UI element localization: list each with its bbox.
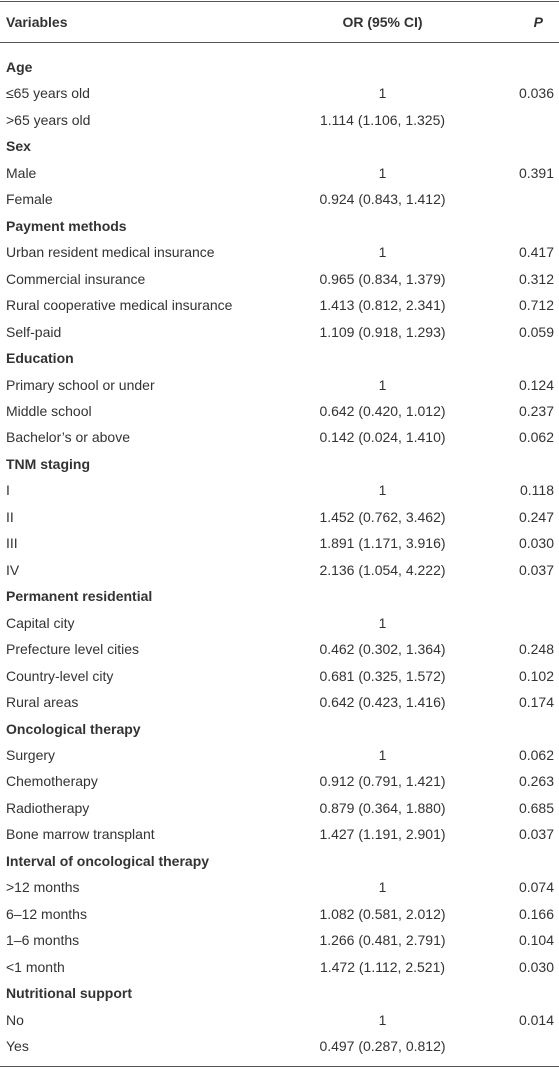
odds-ratio: 0.462 (0.302, 1.364): [319, 641, 446, 658]
odds-ratio: 0.642 (0.423, 1.416): [319, 694, 446, 711]
variable: 6–12 months: [6, 905, 87, 922]
odds-ratio: 1.452 (0.762, 3.462): [319, 508, 446, 525]
group-label: Education: [6, 350, 74, 367]
variable: Radiotherapy: [6, 799, 90, 816]
odds-ratio: 0.924 (0.843, 1.412): [319, 191, 446, 208]
group-label: Sex: [6, 138, 31, 155]
p-value: 0.030: [518, 958, 554, 975]
header-rule: [0, 42, 559, 43]
group-label: Oncological therapy: [6, 720, 141, 737]
variable: Male: [6, 164, 37, 181]
odds-ratio: 1: [378, 746, 387, 763]
p-value: 0.248: [518, 641, 554, 658]
group-label: Payment methods: [6, 217, 127, 234]
variable: Self-paid: [6, 323, 62, 340]
p-value: 0.118: [520, 482, 554, 499]
variable: Capital city: [6, 614, 75, 631]
variable: Rural areas: [6, 694, 79, 711]
variable: Surgery: [6, 746, 56, 763]
p-value: 0.030: [518, 535, 554, 552]
p-value: 0.174: [518, 694, 554, 711]
variable: Rural cooperative medical insurance: [6, 297, 233, 314]
p-value: 0.417: [518, 244, 554, 261]
variable: <1 month: [6, 958, 65, 975]
odds-ratio: 1.413 (0.812, 2.341): [319, 297, 446, 314]
odds-ratio: 1.266 (0.481, 2.791): [319, 932, 446, 949]
variable: No: [6, 1011, 24, 1028]
p-value: 0.102: [518, 667, 554, 684]
p-value: 0.037: [518, 826, 554, 843]
variable: >65 years old: [6, 111, 91, 128]
odds-ratio: 2.136 (1.054, 4.222): [319, 561, 446, 578]
variable: Yes: [6, 1038, 29, 1055]
variable: Middle school: [6, 402, 92, 419]
p-value: 0.312: [518, 270, 554, 287]
p-value: 0.712: [518, 297, 554, 314]
p-value: 0.247: [518, 508, 554, 525]
odds-ratio: 1.427 (1.191, 2.901): [319, 826, 446, 843]
p-value: 0.014: [518, 1011, 554, 1028]
odds-ratio: 1: [378, 482, 387, 499]
odds-ratio: 1: [378, 879, 387, 896]
variable: ≤65 years old: [6, 85, 90, 102]
column-header: P: [533, 14, 543, 30]
odds-ratio: 1: [378, 376, 387, 393]
odds-ratio: 1.082 (0.581, 2.012): [319, 905, 446, 922]
group-label: Interval of oncological therapy: [6, 852, 210, 869]
p-value: 0.685: [518, 799, 554, 816]
odds-ratio: 0.142 (0.024, 1.410): [319, 429, 446, 446]
p-value: 0.062: [518, 746, 554, 763]
odds-ratio: 1.109 (0.918, 1.293): [319, 323, 446, 340]
odds-ratio: 1: [378, 1011, 387, 1028]
variable: Primary school or under: [6, 376, 155, 393]
variable: III: [6, 535, 18, 552]
group-label: Age: [6, 59, 33, 75]
variable: 1–6 months: [6, 932, 80, 949]
p-value: 0.036: [518, 85, 554, 102]
group-label: TNM staging: [6, 455, 90, 472]
p-value: 0.263: [518, 773, 554, 790]
p-value: 0.074: [518, 879, 554, 896]
p-value: 0.059: [518, 323, 554, 340]
odds-ratio: 0.497 (0.287, 0.812): [319, 1038, 446, 1055]
variable: IV: [6, 561, 20, 578]
odds-ratio: 1: [378, 164, 387, 181]
p-value: 0.391: [518, 164, 554, 181]
odds-ratio: 1.114 (1.106, 1.325): [319, 111, 446, 128]
group-label: Nutritional support: [6, 985, 132, 1002]
variable: Bone marrow transplant: [6, 826, 155, 843]
variable: Prefecture level cities: [6, 641, 140, 658]
odds-ratio: 1: [378, 244, 387, 261]
odds-ratio: 1.472 (1.112, 2.521): [319, 958, 446, 975]
bottom-rule: [0, 1066, 559, 1067]
odds-ratio: 0.642 (0.420, 1.012): [319, 402, 446, 419]
p-value: 0.124: [518, 376, 554, 393]
odds-ratio: 0.681 (0.325, 1.572): [319, 667, 446, 684]
variable: Urban resident medical insurance: [6, 244, 215, 261]
p-value: 0.062: [518, 429, 554, 446]
odds-ratio: 1: [378, 614, 387, 631]
odds-ratio: 0.912 (0.791, 1.421): [319, 773, 446, 790]
variable: I: [6, 482, 10, 499]
p-value: 0.037: [518, 561, 554, 578]
variable: Country-level city: [6, 667, 114, 684]
odds-ratio: 0.965 (0.834, 1.379): [319, 270, 446, 287]
column-header: Variables: [6, 14, 68, 30]
variable: >12 months: [6, 879, 80, 896]
group-label: Permanent residential: [6, 588, 153, 605]
odds-ratio: 1: [378, 85, 387, 102]
p-value: 0.104: [518, 932, 554, 949]
variable: II: [6, 508, 14, 525]
variable: Commercial insurance: [6, 270, 146, 287]
p-value: 0.166: [518, 905, 554, 922]
top-rule: [0, 1, 559, 2]
odds-ratio: 1.891 (1.171, 3.916): [319, 535, 446, 552]
p-value: 0.237: [518, 402, 554, 419]
odds-ratio: 0.879 (0.364, 1.880): [319, 799, 446, 816]
variable: Chemotherapy: [6, 773, 98, 790]
column-header: OR (95% CI): [342, 14, 423, 30]
variable: Bachelor’s or above: [6, 429, 131, 446]
variable: Female: [6, 191, 53, 208]
